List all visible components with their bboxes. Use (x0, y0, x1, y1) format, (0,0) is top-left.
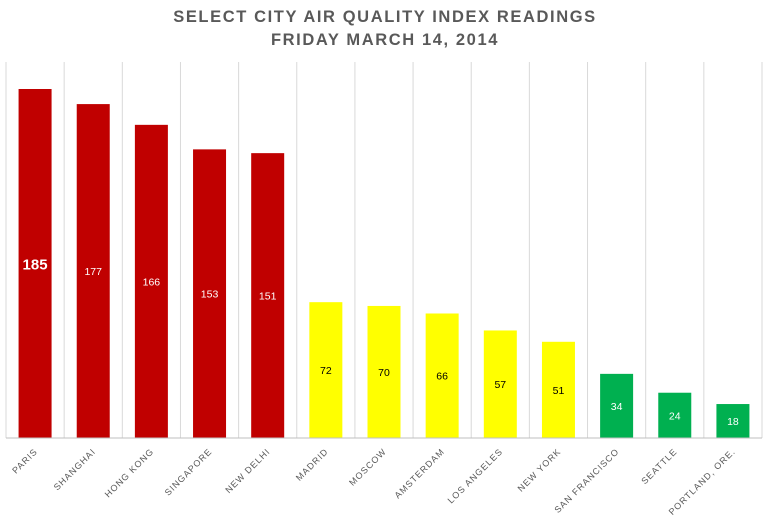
bar-portland-ore (716, 404, 750, 438)
category-label-singapore: SINGAPORE (163, 446, 214, 497)
value-label-seattle: 24 (669, 410, 681, 422)
bar-madrid (309, 302, 343, 438)
value-label-moscow: 70 (378, 367, 390, 379)
bar-seattle (658, 392, 692, 438)
value-label-portland-ore: 18 (727, 416, 739, 428)
value-label-los-angeles: 57 (494, 379, 506, 391)
value-label-singapore: 153 (201, 289, 219, 301)
bar-new-york (541, 341, 575, 438)
category-label-new-york: NEW YORK (516, 446, 563, 493)
bar-los-angeles (483, 330, 517, 438)
category-label-amsterdam: AMSTERDAM (392, 446, 446, 500)
chart-title-line-2: FRIDAY MARCH 14, 2014 (270, 31, 499, 49)
value-label-san-francisco: 34 (611, 401, 623, 413)
value-label-new-delhi: 151 (259, 291, 277, 303)
category-label-portland-ore: PORTLAND, ORE. (667, 446, 738, 517)
category-label-shanghai: SHANGHAI (52, 446, 98, 492)
value-label-hong-kong: 166 (143, 276, 161, 288)
category-label-seattle: SEATTLE (639, 446, 679, 486)
category-label-madrid: MADRID (294, 446, 330, 482)
chart-title-line-1: SELECT CITY AIR QUALITY INDEX READINGS (173, 8, 597, 26)
category-label-hong-kong: HONG KONG (103, 446, 156, 499)
value-label-madrid: 72 (320, 365, 332, 377)
chart-title: SELECT CITY AIR QUALITY INDEX READINGS F… (0, 6, 770, 52)
category-label-los-angeles: LOS ANGELES (446, 446, 505, 505)
bars (18, 89, 750, 439)
bar-hong-kong (134, 124, 168, 438)
bar-moscow (367, 305, 401, 438)
category-label-san-francisco: SAN FRANCISCO (552, 446, 621, 515)
value-label-new-york: 51 (553, 385, 565, 397)
bar-shanghai (76, 104, 110, 438)
bar-san-francisco (600, 373, 634, 438)
gridlines (5, 62, 763, 438)
category-label-new-delhi: NEW DELHI (223, 446, 272, 495)
bar-paris (18, 89, 52, 438)
bar-amsterdam (425, 313, 459, 438)
value-labels: 185 177 166 153 151 72 70 66 57 51 34 24 18 (23, 257, 739, 429)
value-label-shanghai: 177 (84, 266, 102, 278)
value-label-paris: 185 (23, 257, 48, 274)
category-label-paris: PARIS (10, 446, 39, 475)
category-labels: PARIS SHANGHAI HONG KONG SINGAPORE NEW DELHI… (10, 446, 737, 517)
value-label-amsterdam: 66 (436, 371, 448, 383)
bar-new-delhi (251, 153, 285, 438)
bar-singapore (193, 149, 227, 439)
category-label-moscow: MOSCOW (347, 446, 388, 487)
